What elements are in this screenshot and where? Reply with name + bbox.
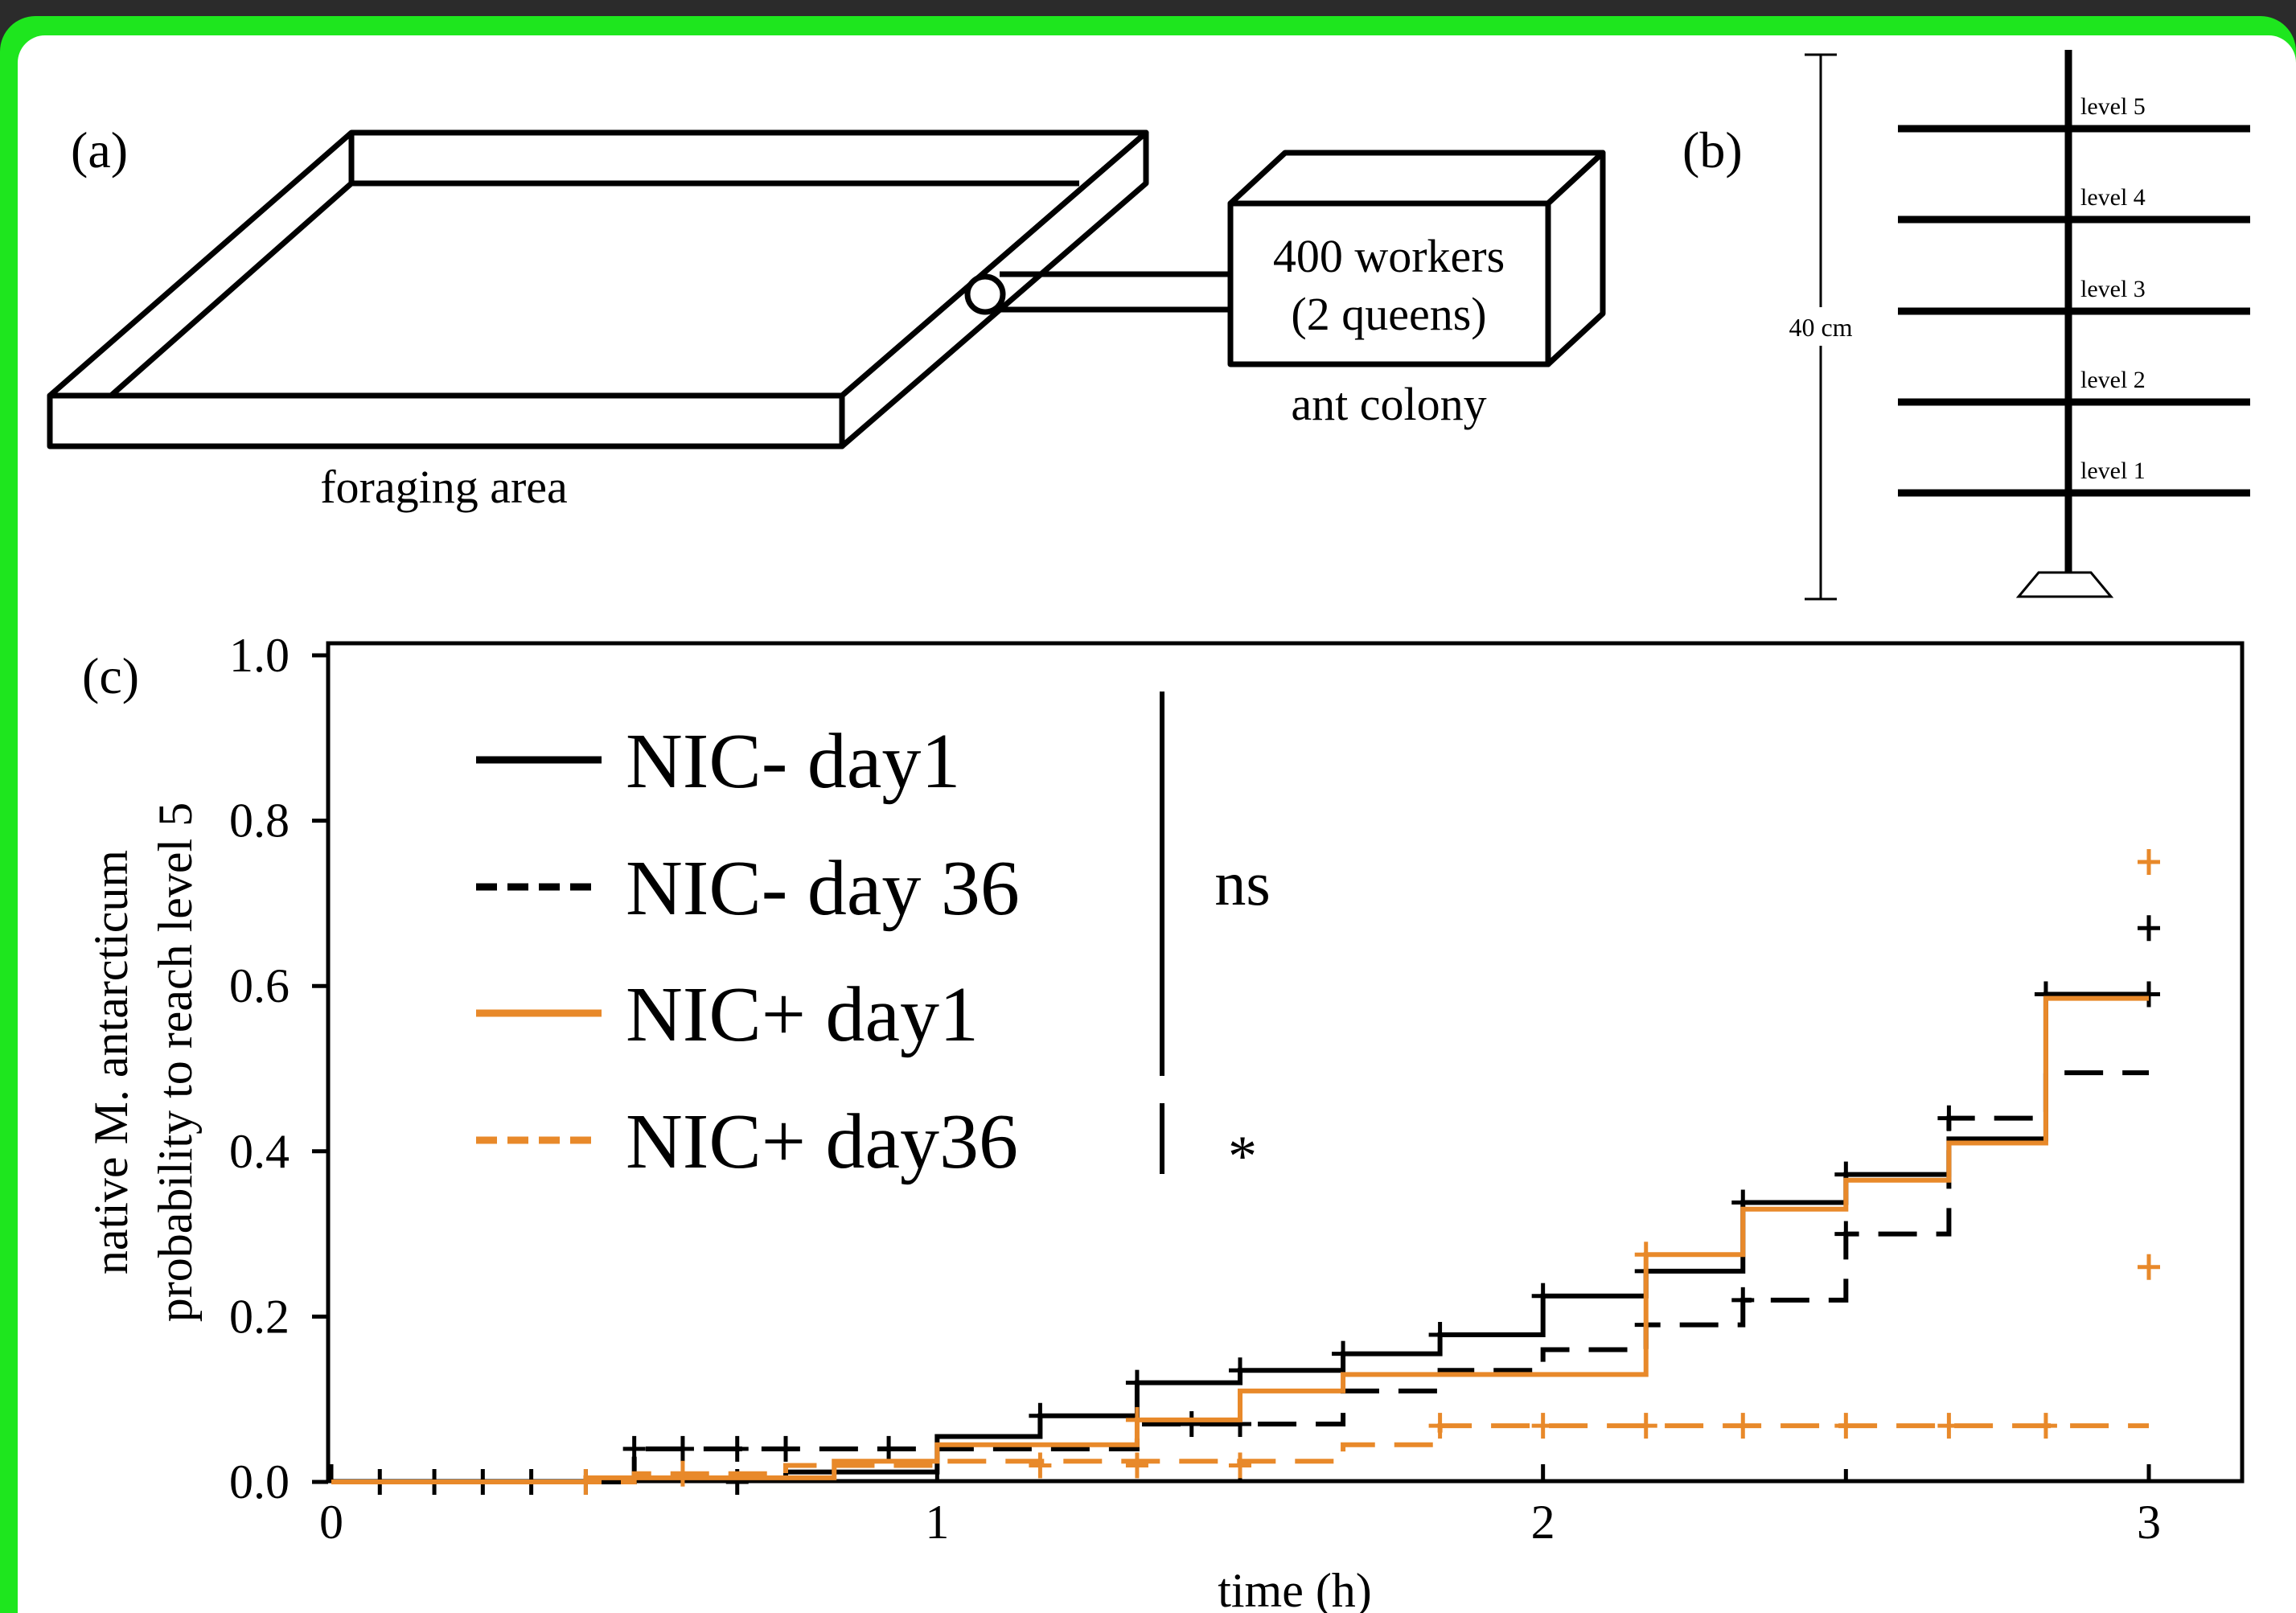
legend: NIC- day1 NIC- day 36 NIC+ day1 NIC+ day36 xyxy=(476,718,1020,1185)
panel-a-label: (a) xyxy=(71,121,128,179)
y-axis-label-line2: probability to reach level 5 xyxy=(149,802,202,1322)
series-nicplus-day36-censor-mark-7 xyxy=(1634,1413,1657,1439)
x-axis-label: time (h) xyxy=(1218,1564,1372,1613)
series-nicplus-day36 xyxy=(331,1254,2160,1495)
y-axis-label: native M. antarcticum probability to rea… xyxy=(84,802,202,1322)
foraging-area-tray xyxy=(47,129,1149,449)
significance-ns: ns xyxy=(1214,848,1270,918)
series-nic--day1-censor-mark-16 xyxy=(2138,981,2160,1008)
series-nic--day1 xyxy=(331,981,2160,1495)
level-5-label: level 5 xyxy=(2080,93,2146,120)
legend-item-3-label: NIC+ day36 xyxy=(626,1098,1018,1185)
colony-queens-text: (2 queens) xyxy=(1291,288,1486,340)
series-nic--day1-censor-mark-11 xyxy=(1531,1283,1555,1309)
series-nicplus-day36-censor-mark-8 xyxy=(1731,1413,1755,1439)
series-nicplus-day36-censor-mark-2 xyxy=(1029,1452,1052,1479)
series-nic--day-36-line xyxy=(331,1070,2149,1484)
height-label-backdrop xyxy=(1779,307,1863,346)
series-nic--day-36 xyxy=(331,915,2160,1484)
series-nic--day1-censor-mark-8 xyxy=(1229,1357,1251,1384)
legend-item-1-label: NIC- day 36 xyxy=(626,845,1020,932)
series-nicplus-day36-censor-mark-6 xyxy=(1531,1413,1555,1439)
series-nic--day-36-censor-mark-1 xyxy=(671,1435,694,1462)
legend-item-0-label: NIC- day1 xyxy=(626,718,960,805)
series-nic--day1-line xyxy=(331,991,2149,1484)
level-3-label: level 3 xyxy=(2080,276,2146,302)
series-nicplus-day36-censor-mark-11 xyxy=(2034,1413,2057,1439)
series-nic--day-36-censor-mark-5 xyxy=(1180,1411,1203,1438)
legend-item-2-label: NIC+ day1 xyxy=(626,971,979,1058)
series-nic--day1-censor-mark-10 xyxy=(1428,1322,1452,1348)
y-tick-label-1: 0.2 xyxy=(229,1290,290,1343)
series-nic--day-36-censor-mark-10 xyxy=(1937,1105,1961,1131)
series-nic--day-36-censor-mark-3 xyxy=(774,1435,797,1462)
series-nicplus-day36-censor-mark-4 xyxy=(1229,1452,1251,1479)
significance-star: * xyxy=(1228,1124,1257,1188)
x-tick-label-1: 1 xyxy=(925,1496,949,1549)
legend-item-0: NIC- day1 xyxy=(476,718,960,805)
series-nicplus-day1 xyxy=(331,849,2160,1484)
legend-item-3: NIC+ day36 xyxy=(476,1098,1018,1185)
series-nic--day1-censor-mark-7 xyxy=(1125,1369,1148,1396)
connector-tube xyxy=(964,271,1230,315)
series-nicplus-day1-line xyxy=(331,995,2149,1484)
level-2-label: level 2 xyxy=(2080,367,2146,393)
y-tick-label-5: 1.0 xyxy=(229,629,290,682)
series-nic--day-36-censor-mark-9 xyxy=(1834,1221,1858,1247)
x-tick-label-2: 2 xyxy=(1531,1496,1555,1549)
ant-colony-label: ant colony xyxy=(1291,378,1486,430)
series-nic--day-36-censor-mark-2 xyxy=(725,1435,749,1462)
series-nic--day-36-censor-mark-0 xyxy=(622,1435,646,1462)
panel-c-label: (c) xyxy=(82,647,139,704)
series-nicplus-day36-censor-mark-9 xyxy=(1834,1413,1858,1439)
y-axis-label-line1-text: native M. antarcticum xyxy=(84,850,138,1274)
legend-item-2: NIC+ day1 xyxy=(476,971,979,1058)
series-nicplus-day36-censor-mark-3 xyxy=(1125,1452,1148,1479)
series-nicplus-day36-censor-mark-1 xyxy=(671,1460,694,1487)
legend-item-1: NIC- day 36 xyxy=(476,845,1020,932)
ant-colony-box xyxy=(1227,150,1606,367)
series-nicplus-day36-censor-mark-0 xyxy=(574,1469,598,1495)
series-nic--day-36-censor-mark-4 xyxy=(877,1435,901,1462)
series-nic--day-36-censor-mark-8 xyxy=(1731,1287,1755,1313)
level-1-label: level 1 xyxy=(2080,458,2146,484)
series-nicplus-day36-censor-mark-10 xyxy=(1937,1413,1961,1439)
series-nic--day1-censor-mark-9 xyxy=(1332,1340,1355,1367)
axis-ticks: 0 1 2 3 0.0 0.2 0.4 0.6 0.8 1.0 xyxy=(229,629,2161,1549)
series-nicplus-day1-censor-mark-2 xyxy=(2138,849,2160,875)
km-curves xyxy=(331,849,2160,1495)
y-axis-label-line1: native M. antarcticum xyxy=(84,850,138,1274)
y-tick-label-4: 0.8 xyxy=(229,794,290,848)
series-nicplus-day1-censor-mark-1 xyxy=(1634,1242,1657,1268)
panel-b-label: (b) xyxy=(1682,121,1743,179)
plot-frame xyxy=(326,641,2245,1484)
y-tick-label-0: 0.0 xyxy=(229,1455,290,1508)
series-nicplus-day1-censor-mark-0 xyxy=(1125,1406,1148,1433)
level-bars: level 5 level 4 level 3 level 2 level 1 xyxy=(1898,93,2250,497)
y-tick-label-3: 0.6 xyxy=(229,959,290,1012)
foraging-area-label: foraging area xyxy=(320,461,568,513)
series-nicplus-day36-censor-mark-5 xyxy=(1428,1413,1452,1439)
series-nic--day1-censor-mark-6 xyxy=(1029,1402,1052,1429)
series-nicplus-day36-line xyxy=(331,1423,2149,1484)
level-4-label: level 4 xyxy=(2080,184,2146,211)
height-label: 40 cm xyxy=(1789,313,1852,342)
x-tick-label-3: 3 xyxy=(2137,1496,2161,1549)
series-nic--day-36-censor-mark-11 xyxy=(2138,915,2160,942)
x-tick-label-0: 0 xyxy=(319,1496,343,1549)
series-nicplus-day36-censor-mark-12 xyxy=(2138,1254,2160,1280)
y-tick-label-2: 0.4 xyxy=(229,1125,290,1178)
colony-workers-text: 400 workers xyxy=(1273,230,1505,282)
